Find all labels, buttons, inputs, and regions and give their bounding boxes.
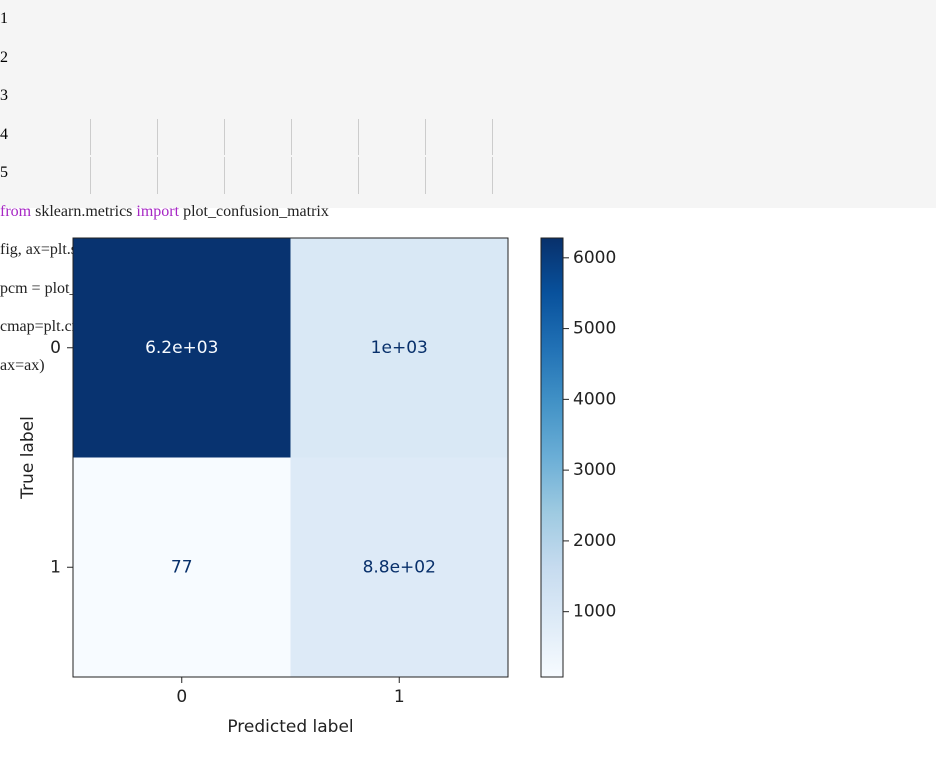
- colorbar-tick-label: 3000: [573, 460, 616, 480]
- line-number: 5: [0, 164, 8, 181]
- x-tick-label: 0: [176, 687, 187, 707]
- indent-guide: [224, 157, 225, 194]
- heatmap-cell: [73, 457, 291, 677]
- x-axis-label: Predicted label: [227, 717, 353, 737]
- code-line: ax=ax): [0, 347, 936, 386]
- cell-label: 8.8e+02: [363, 557, 436, 577]
- chart: 6.2e+03 1e+03 77 8.8e+02 0 1 0 1 Predicted label…: [18, 237, 616, 737]
- indent-guide: [425, 118, 426, 155]
- colorbar-tick-label: 2000: [573, 531, 616, 551]
- line-number: 3: [0, 87, 8, 104]
- cell-label: 1e+03: [371, 338, 428, 358]
- cell-label: 6.2e+03: [145, 338, 218, 358]
- code-token: from: [0, 202, 32, 220]
- y-tick-label: 1: [50, 557, 61, 577]
- heatmap-cell: [73, 238, 291, 458]
- indent-guide: [291, 157, 292, 194]
- y-tick-label: 0: [50, 338, 61, 358]
- heatmap-cell: [290, 457, 508, 677]
- code-token: plot_confusion_matrix: [179, 202, 329, 220]
- y-axis-label: True label: [18, 416, 38, 500]
- code-token: sklearn.metrics: [31, 202, 137, 220]
- code-line: from sklearn.metrics import plot_confusi…: [0, 193, 936, 232]
- indent-guide: [492, 157, 493, 194]
- indent-guide: [157, 157, 158, 194]
- code-cell: 1 2 3 4 5 from sklearn.metrics import plot_co…: [0, 0, 936, 374]
- colorbar-tick-label: 1000: [573, 602, 616, 622]
- indent-guide: [425, 157, 426, 194]
- indent-guide: [90, 118, 91, 155]
- indent-guide: [157, 118, 158, 155]
- cell-label: 77: [171, 557, 193, 577]
- indent-guide: [224, 118, 225, 155]
- line-number: 4: [0, 125, 8, 143]
- colorbar-tick-label: 6000: [573, 248, 616, 268]
- colorbar: [540, 237, 564, 678]
- code-token: import: [136, 202, 180, 220]
- indent-guide: [90, 157, 91, 194]
- indent-guide: [291, 118, 292, 155]
- x-tick-label: 1: [394, 687, 405, 707]
- line-number: 1: [0, 10, 8, 27]
- code-token: ax=ax): [0, 356, 45, 374]
- axes-frame: [72, 237, 509, 678]
- heatmap-cell: [290, 238, 508, 458]
- indent-guide: [358, 118, 359, 155]
- indent-guide: [492, 118, 493, 155]
- colorbar-tick-label: 5000: [573, 319, 616, 339]
- indent-guide: [358, 157, 359, 194]
- line-number: 2: [0, 48, 8, 66]
- colorbar-tick-label: 4000: [573, 389, 616, 409]
